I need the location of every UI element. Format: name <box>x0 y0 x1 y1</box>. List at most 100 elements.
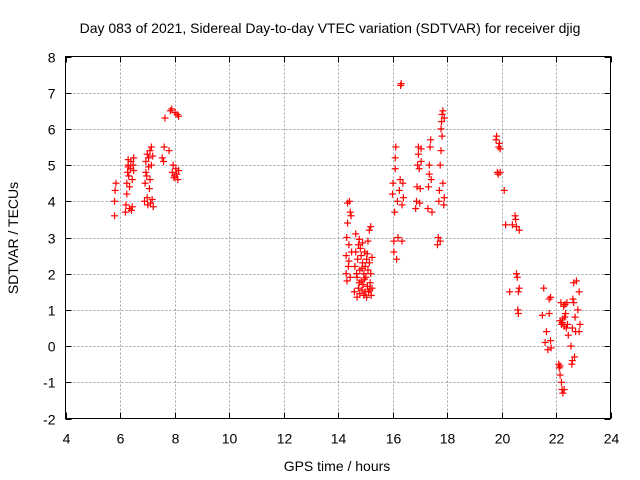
data-point <box>363 293 371 301</box>
data-point <box>393 197 401 205</box>
data-point <box>416 199 424 207</box>
data-point <box>158 154 166 162</box>
data-point <box>352 248 360 256</box>
data-point <box>547 344 555 352</box>
data-point <box>558 319 566 327</box>
data-point <box>397 80 405 88</box>
data-point <box>130 154 138 162</box>
data-point <box>125 172 133 180</box>
data-point <box>168 168 176 176</box>
data-point <box>346 208 354 216</box>
data-point <box>399 179 407 187</box>
data-point <box>433 241 441 249</box>
data-point <box>541 338 549 346</box>
data-point <box>128 203 136 211</box>
data-point <box>365 259 373 267</box>
data-point <box>174 176 182 184</box>
data-point <box>506 288 514 296</box>
data-point <box>364 237 372 245</box>
data-point <box>575 288 583 296</box>
y-axis-title: SDTVAR / TECUs <box>5 182 21 294</box>
chart-title: Day 083 of 2021, Sidereal Day-to-day VTE… <box>80 20 581 36</box>
data-point <box>438 132 446 140</box>
data-point <box>344 219 352 227</box>
data-point <box>346 273 354 281</box>
data-point <box>564 331 572 339</box>
x-tick-label: 24 <box>604 431 620 447</box>
data-point <box>142 157 150 165</box>
data-point <box>149 152 157 160</box>
data-point <box>149 203 157 211</box>
data-point <box>142 168 150 176</box>
data-point <box>426 143 434 151</box>
data-point <box>424 205 432 213</box>
data-point <box>391 208 399 216</box>
y-tick-label: 0 <box>48 339 56 355</box>
data-point <box>514 288 522 296</box>
x-tick-label: 4 <box>63 431 71 447</box>
data-point <box>364 266 372 274</box>
data-point <box>143 150 151 158</box>
data-point <box>170 174 178 182</box>
data-point <box>160 157 168 165</box>
data-point <box>540 284 548 292</box>
data-point <box>425 170 433 178</box>
data-point <box>427 136 435 144</box>
data-point <box>123 179 131 187</box>
data-point <box>127 157 135 165</box>
data-point <box>569 295 577 303</box>
data-point <box>111 212 119 220</box>
data-point <box>146 176 154 184</box>
data-point <box>175 167 183 175</box>
y-tick-labels: -2 -1 0 1 2 3 4 5 6 7 8 <box>43 50 56 428</box>
data-point <box>440 114 448 122</box>
x-tick-label: 12 <box>277 431 293 447</box>
data-point <box>146 147 154 155</box>
data-point <box>143 172 151 180</box>
data-point <box>121 208 129 216</box>
data-point <box>128 176 136 184</box>
data-point <box>126 183 134 191</box>
data-point <box>130 167 138 175</box>
x-tick-label: 8 <box>172 431 180 447</box>
x-tick-label: 6 <box>117 431 125 447</box>
data-point <box>439 179 447 187</box>
data-point <box>389 179 397 187</box>
data-point <box>440 201 448 209</box>
data-point <box>363 250 371 258</box>
data-point <box>512 270 520 278</box>
data-point <box>124 163 132 171</box>
data-point <box>412 205 420 213</box>
data-point <box>435 186 443 194</box>
y-tick-label: -1 <box>43 375 56 391</box>
data-point <box>353 270 361 278</box>
y-tick-label: 5 <box>48 158 56 174</box>
data-point <box>436 161 444 169</box>
data-point <box>112 179 120 187</box>
x-tick-label: 20 <box>495 431 511 447</box>
y-tick-label: 3 <box>48 231 56 247</box>
data-point <box>399 194 407 202</box>
data-point <box>355 235 363 243</box>
data-point <box>427 176 435 184</box>
data-point <box>161 114 169 122</box>
data-point <box>559 389 567 397</box>
data-point <box>366 279 374 287</box>
x-axis-title: GPS time / hours <box>284 458 391 474</box>
data-point <box>576 320 584 328</box>
y-tick-label: 4 <box>48 194 56 210</box>
data-point <box>345 197 353 205</box>
data-point <box>417 157 425 165</box>
data-point <box>437 147 445 155</box>
data-point <box>414 161 422 169</box>
data-point <box>413 183 421 191</box>
data-point <box>342 270 350 278</box>
data-point <box>147 161 155 169</box>
data-point <box>345 241 353 249</box>
data-point <box>436 237 444 245</box>
data-point <box>141 197 149 205</box>
data-point <box>359 239 367 247</box>
data-point <box>365 226 373 234</box>
data-point <box>515 284 523 292</box>
axis-ticks <box>65 56 612 420</box>
